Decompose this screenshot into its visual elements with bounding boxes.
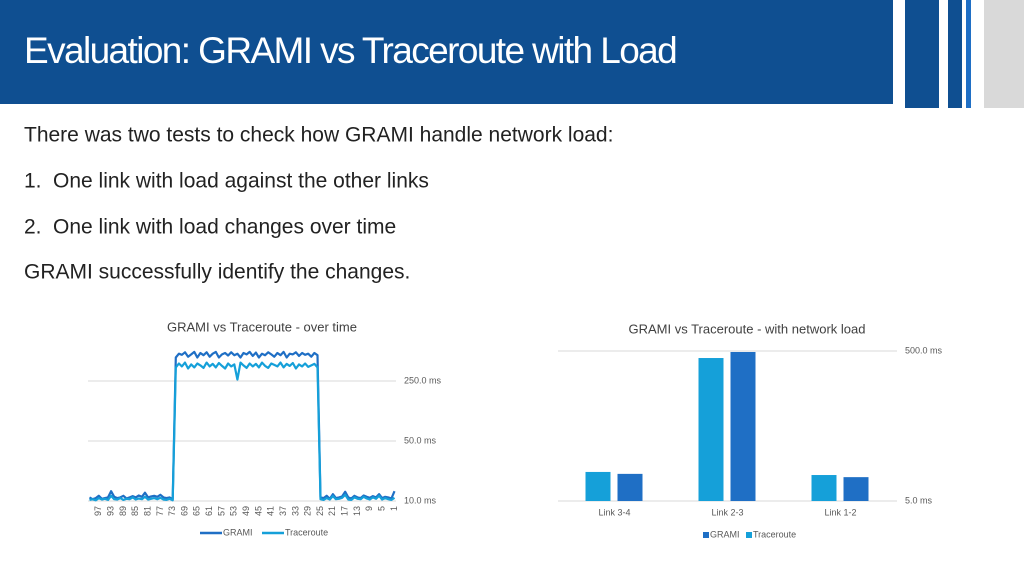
series-line bbox=[88, 350, 396, 501]
x-tick-label: 97 bbox=[93, 506, 103, 516]
x-tick-label: 13 bbox=[352, 506, 362, 516]
legend-label: Traceroute bbox=[753, 529, 796, 539]
x-tick-label: Link 1-2 bbox=[824, 507, 856, 517]
body-line: One link with load against the other lin… bbox=[53, 170, 429, 193]
body-line: GRAMI successfully identify the changes. bbox=[24, 261, 410, 284]
bar bbox=[585, 471, 611, 501]
y-tick-label: 5.0 ms bbox=[905, 495, 933, 505]
x-tick-label: 45 bbox=[253, 506, 263, 516]
chart-title: GRAMI vs Traceroute - over time bbox=[167, 319, 357, 334]
y-tick-label: 10.0 ms bbox=[404, 495, 437, 505]
x-tick-label: 37 bbox=[278, 506, 288, 516]
list-number: 1. bbox=[24, 170, 42, 193]
x-tick-label: 77 bbox=[155, 506, 165, 516]
series-line bbox=[89, 361, 396, 502]
bar bbox=[698, 358, 724, 501]
slide-title: Evaluation: GRAMI vs Traceroute with Loa… bbox=[24, 30, 676, 71]
legend-marker bbox=[746, 532, 752, 538]
legend-label: GRAMI bbox=[223, 527, 253, 537]
bar bbox=[730, 351, 756, 501]
x-tick-label: 93 bbox=[105, 506, 115, 516]
x-tick-label: Link 2-3 bbox=[711, 507, 743, 517]
x-tick-label: 9 bbox=[364, 506, 374, 511]
body-line: There was two tests to check how GRAMI h… bbox=[24, 124, 613, 147]
bar bbox=[811, 475, 837, 501]
legend-marker bbox=[703, 532, 709, 538]
header-bar bbox=[0, 0, 893, 104]
decor bbox=[984, 0, 1024, 108]
x-tick-label: 85 bbox=[130, 506, 140, 516]
bar bbox=[617, 473, 643, 501]
x-tick-label: 81 bbox=[142, 506, 152, 516]
decor bbox=[966, 0, 971, 108]
legend-label: Traceroute bbox=[285, 527, 328, 537]
list-number: 2. bbox=[24, 216, 42, 239]
x-tick-label: Link 3-4 bbox=[598, 507, 630, 517]
decor bbox=[905, 0, 939, 108]
x-tick-label: 61 bbox=[204, 506, 214, 516]
x-tick-label: 29 bbox=[303, 506, 313, 516]
x-tick-label: 5 bbox=[377, 506, 387, 511]
bar bbox=[843, 477, 869, 501]
x-tick-label: 69 bbox=[179, 506, 189, 516]
y-tick-label: 50.0 ms bbox=[404, 435, 437, 445]
chart-title: GRAMI vs Traceroute - with network load bbox=[629, 321, 866, 336]
x-tick-label: 73 bbox=[167, 506, 177, 516]
x-tick-label: 89 bbox=[118, 506, 128, 516]
decor bbox=[948, 0, 962, 108]
legend-label: GRAMI bbox=[710, 529, 740, 539]
x-tick-label: 53 bbox=[229, 506, 239, 516]
x-tick-label: 21 bbox=[327, 506, 337, 516]
x-tick-label: 17 bbox=[340, 506, 350, 516]
y-tick-label: 250.0 ms bbox=[404, 375, 442, 385]
body-line: One link with load changes over time bbox=[53, 216, 396, 239]
x-tick-label: 25 bbox=[315, 506, 325, 516]
y-tick-label: 500.0 ms bbox=[905, 345, 943, 355]
x-tick-label: 1 bbox=[389, 506, 399, 511]
x-tick-label: 65 bbox=[192, 506, 202, 516]
x-tick-label: 41 bbox=[266, 506, 276, 516]
x-tick-label: 49 bbox=[241, 506, 251, 516]
x-tick-label: 57 bbox=[216, 506, 226, 516]
x-tick-label: 33 bbox=[290, 506, 300, 516]
